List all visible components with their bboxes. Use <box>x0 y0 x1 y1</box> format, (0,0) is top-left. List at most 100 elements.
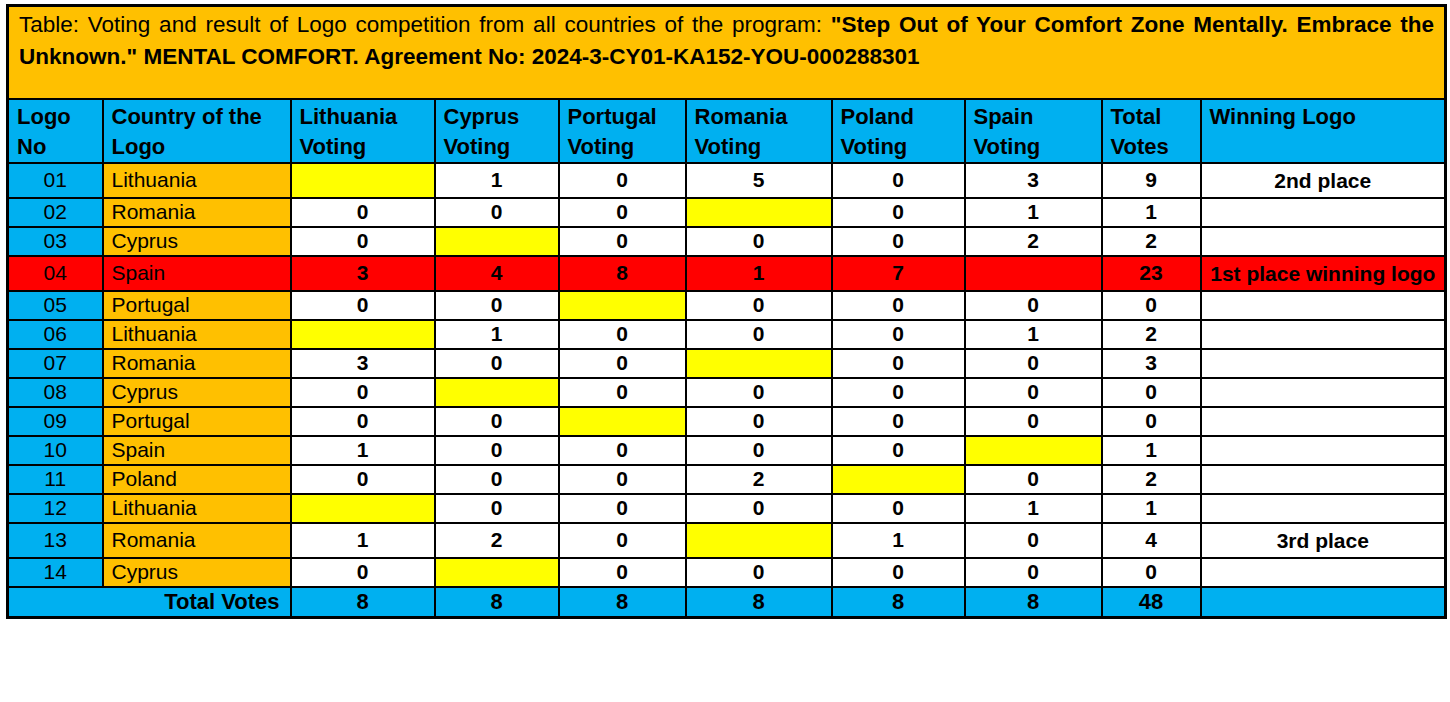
total-cyprus: 8 <box>435 587 559 618</box>
logo-row: 01Lithuania1050392nd place <box>8 163 1446 198</box>
column-header-winning-logo: Winning Logo <box>1201 99 1446 163</box>
vote-cell-romania: 0 <box>686 494 832 523</box>
vote-cell-portugal: 0 <box>559 198 686 227</box>
vote-cell-lithuania: 0 <box>291 227 435 256</box>
country-cell: Romania <box>103 349 291 378</box>
column-header-country: Country of the Logo <box>103 99 291 163</box>
logo-no-cell: 03 <box>8 227 103 256</box>
voting-table: Table: Voting and result of Logo competi… <box>6 4 1447 619</box>
total-poland: 8 <box>832 587 965 618</box>
vote-cell-spain: 0 <box>965 523 1102 558</box>
total-votes-cell: 0 <box>1102 407 1201 436</box>
vote-cell-poland <box>832 465 965 494</box>
vote-cell-cyprus: 0 <box>435 407 559 436</box>
vote-cell-spain: 3 <box>965 163 1102 198</box>
winning-logo-cell: 2nd place <box>1201 163 1446 198</box>
column-header-logo-no: Logo No <box>8 99 103 163</box>
vote-cell-portugal: 0 <box>559 436 686 465</box>
vote-cell-cyprus: 1 <box>435 163 559 198</box>
vote-cell-romania: 0 <box>686 436 832 465</box>
vote-cell-romania: 2 <box>686 465 832 494</box>
total-votes-cell: 1 <box>1102 494 1201 523</box>
vote-cell-cyprus <box>435 558 559 587</box>
vote-cell-portugal <box>559 291 686 320</box>
logo-row: 06Lithuania100012 <box>8 320 1446 349</box>
vote-cell-cyprus: 0 <box>435 291 559 320</box>
column-header-romania-voting: Romania Voting <box>686 99 832 163</box>
total-portugal: 8 <box>559 587 686 618</box>
total-votes-cell: 2 <box>1102 320 1201 349</box>
vote-cell-romania: 0 <box>686 291 832 320</box>
vote-cell-romania: 5 <box>686 163 832 198</box>
logo-no-cell: 06 <box>8 320 103 349</box>
winning-logo-cell <box>1201 198 1446 227</box>
total-votes-row: Total Votes 8 8 8 8 8 8 48 <box>8 587 1446 618</box>
vote-cell-lithuania: 0 <box>291 465 435 494</box>
vote-cell-romania: 0 <box>686 407 832 436</box>
country-cell: Spain <box>103 256 291 291</box>
total-all-votes: 48 <box>1102 587 1201 618</box>
vote-cell-lithuania <box>291 320 435 349</box>
logo-no-cell: 10 <box>8 436 103 465</box>
column-header-spain-voting: Spain Voting <box>965 99 1102 163</box>
logo-row: 11Poland000202 <box>8 465 1446 494</box>
vote-cell-lithuania: 1 <box>291 523 435 558</box>
vote-cell-cyprus <box>435 227 559 256</box>
winning-logo-cell <box>1201 378 1446 407</box>
country-cell: Poland <box>103 465 291 494</box>
logo-row: 07Romania300003 <box>8 349 1446 378</box>
total-votes-cell: 2 <box>1102 465 1201 494</box>
total-votes-cell: 9 <box>1102 163 1201 198</box>
country-cell: Romania <box>103 198 291 227</box>
country-cell: Lithuania <box>103 494 291 523</box>
winning-logo-cell <box>1201 407 1446 436</box>
logo-no-cell: 12 <box>8 494 103 523</box>
vote-cell-spain: 0 <box>965 407 1102 436</box>
vote-cell-spain: 1 <box>965 198 1102 227</box>
logo-no-cell: 05 <box>8 291 103 320</box>
logo-row: 09Portugal000000 <box>8 407 1446 436</box>
vote-cell-cyprus: 0 <box>435 198 559 227</box>
column-header-cyprus-voting: Cyprus Voting <box>435 99 559 163</box>
vote-cell-poland: 0 <box>832 320 965 349</box>
winning-logo-cell <box>1201 494 1446 523</box>
vote-cell-spain: 0 <box>965 558 1102 587</box>
vote-cell-spain <box>965 436 1102 465</box>
header-row: Logo No Country of the Logo Lithuania Vo… <box>8 99 1446 163</box>
vote-cell-poland: 7 <box>832 256 965 291</box>
vote-cell-lithuania <box>291 494 435 523</box>
vote-cell-portugal: 0 <box>559 163 686 198</box>
logo-no-cell: 13 <box>8 523 103 558</box>
vote-cell-poland: 0 <box>832 227 965 256</box>
vote-cell-poland: 0 <box>832 558 965 587</box>
total-votes-cell: 23 <box>1102 256 1201 291</box>
total-votes-cell: 1 <box>1102 436 1201 465</box>
vote-cell-portugal: 0 <box>559 378 686 407</box>
vote-cell-spain: 0 <box>965 465 1102 494</box>
total-spain: 8 <box>965 587 1102 618</box>
vote-cell-portugal: 0 <box>559 558 686 587</box>
vote-cell-poland: 0 <box>832 378 965 407</box>
vote-cell-romania: 0 <box>686 558 832 587</box>
logo-row: 10Spain100001 <box>8 436 1446 465</box>
winning-logo-cell <box>1201 291 1446 320</box>
logo-no-cell: 09 <box>8 407 103 436</box>
country-cell: Cyprus <box>103 378 291 407</box>
vote-cell-poland: 1 <box>832 523 965 558</box>
vote-cell-poland: 0 <box>832 436 965 465</box>
vote-cell-lithuania: 1 <box>291 436 435 465</box>
vote-cell-spain <box>965 256 1102 291</box>
column-header-total-votes: Total Votes <box>1102 99 1201 163</box>
vote-cell-poland: 0 <box>832 198 965 227</box>
vote-cell-portugal: 8 <box>559 256 686 291</box>
vote-cell-romania: 1 <box>686 256 832 291</box>
logo-row: 05Portugal000000 <box>8 291 1446 320</box>
logo-row: 03Cyprus000022 <box>8 227 1446 256</box>
country-cell: Portugal <box>103 407 291 436</box>
vote-cell-romania <box>686 349 832 378</box>
vote-cell-cyprus: 1 <box>435 320 559 349</box>
country-cell: Cyprus <box>103 227 291 256</box>
winner-logo-row: 04Spain34817231st place winning logo <box>8 256 1446 291</box>
vote-cell-lithuania <box>291 163 435 198</box>
vote-cell-spain: 0 <box>965 378 1102 407</box>
